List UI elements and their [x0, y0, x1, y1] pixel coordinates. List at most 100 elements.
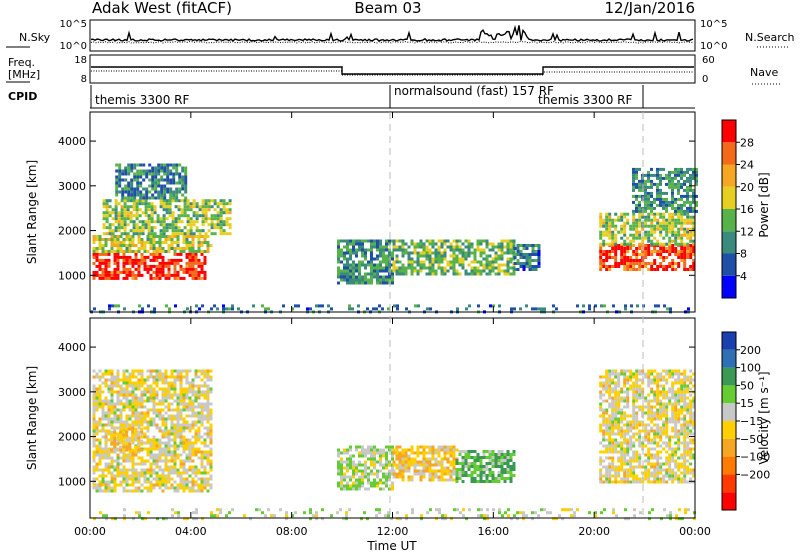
scatter-cell [494, 254, 498, 258]
scatter-cell [620, 426, 624, 430]
scatter-cell [188, 459, 192, 463]
scatter-cell [138, 199, 142, 203]
scatter-cell [149, 267, 153, 271]
scatter-cell [456, 307, 459, 311]
scatter-cell [152, 471, 156, 475]
scatter-cell [176, 444, 180, 448]
scatter-cell [143, 378, 147, 382]
scatter-cell [146, 480, 150, 484]
scatter-cell [119, 448, 123, 452]
scatter-cell [662, 197, 665, 201]
scatter-cell [113, 445, 117, 449]
scatter-cell [650, 465, 654, 469]
scatter-cell [376, 266, 379, 270]
scatter-cell [605, 426, 609, 430]
scatter-cell [101, 417, 105, 421]
scatter-cell [163, 193, 167, 197]
scatter-cell [488, 453, 492, 456]
scatter-cell [225, 223, 229, 227]
scatter-cell [632, 381, 636, 385]
scatter-cell [349, 478, 352, 482]
scatter-cell [182, 471, 186, 475]
scatter-cell [473, 480, 477, 483]
scatter-cell [140, 393, 144, 397]
scatter-cell [395, 257, 399, 261]
scatter-cell [382, 475, 385, 479]
scatter-cell [497, 456, 501, 459]
scatter-cell [128, 390, 132, 394]
scatter-cell [388, 478, 391, 482]
scatter-cell [128, 442, 132, 446]
scatter-cell [385, 278, 388, 282]
scatter-cell [446, 239, 450, 243]
scatter-cell [647, 375, 651, 379]
scatter-cell [107, 238, 111, 241]
scatter-cell [131, 468, 135, 472]
scatter-cell [407, 266, 411, 270]
scatter-cell [614, 396, 618, 400]
scatter-cell [638, 396, 642, 400]
scatter-cell [647, 170, 650, 174]
scatter-cell [644, 435, 648, 439]
scatter-cell [626, 438, 630, 442]
scatter-cell [503, 251, 507, 255]
scatter-cell [201, 199, 205, 203]
scatter-cell [662, 423, 666, 427]
scatter-cell [509, 468, 513, 471]
scatter-cell [638, 435, 642, 439]
scatter-cell [602, 233, 606, 237]
scatter-cell [92, 486, 96, 490]
scatter-cell [98, 444, 102, 448]
scatter-cell [641, 239, 645, 243]
scatter-cell [213, 217, 217, 221]
scatter-cell [599, 405, 603, 409]
scatter-cell [692, 265, 696, 268]
scatter-cell [605, 384, 609, 388]
scatter-cell [632, 185, 635, 189]
scatter-cell [602, 393, 606, 397]
scatter-cell [491, 456, 495, 459]
scatter-cell [434, 457, 438, 461]
scatter-cell [170, 465, 174, 469]
scatter-cell [376, 278, 379, 282]
scatter-cell [107, 414, 111, 418]
scatter-cell [113, 436, 117, 440]
scatter-cell [608, 435, 612, 439]
scatter-cell [173, 438, 177, 442]
scatter-cell [686, 221, 690, 225]
scatter-cell [446, 469, 450, 473]
scatter-cell [137, 436, 141, 440]
scatter-cell [500, 257, 504, 261]
scatter-cell [149, 369, 153, 373]
scatter-cell [203, 444, 207, 448]
scatter-cell [125, 414, 129, 418]
scatter-cell [173, 261, 177, 265]
scatter-cell [662, 206, 665, 210]
scatter-cell [683, 188, 686, 192]
scatter-cell [632, 423, 636, 427]
scatter-cell [614, 372, 618, 376]
scatter-cell [464, 272, 468, 276]
scatter-cell [95, 250, 99, 253]
scatter-cell [176, 408, 180, 412]
scatter-cell [158, 465, 162, 469]
scatter-cell [203, 417, 207, 421]
scatter-cell [164, 261, 168, 265]
scatter-cell [638, 230, 642, 234]
scatter-cell [152, 441, 156, 445]
scatter-cell [121, 193, 125, 197]
scatter-cell [131, 459, 135, 463]
scatter-cell [385, 466, 388, 470]
scatter-cell [172, 190, 176, 194]
scatter-cell [130, 190, 134, 194]
scatter-cell [188, 255, 192, 259]
scatter-cell [349, 445, 352, 449]
scatter-cell [203, 426, 207, 430]
scatter-cell [164, 477, 168, 481]
scatter-cell [194, 399, 198, 403]
scatter-cell [623, 239, 627, 243]
scatter-cell [617, 456, 621, 460]
scatter-cell [506, 456, 510, 459]
scatter-cell [166, 169, 170, 173]
scatter-cell [219, 214, 223, 218]
